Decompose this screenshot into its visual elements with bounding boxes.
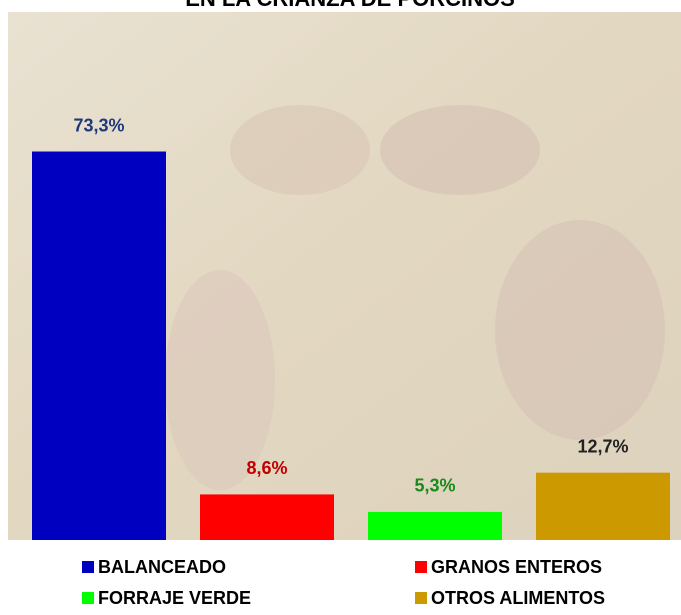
photo-shape — [165, 270, 275, 490]
legend-swatch — [415, 561, 427, 573]
bar — [368, 512, 502, 540]
legend-label: OTROS ALIMENTOS — [431, 588, 605, 608]
bar — [536, 473, 670, 540]
legend-label: GRANOS ENTEROS — [431, 557, 602, 577]
bar — [32, 152, 166, 540]
chart: EN LA CRIANZA DE PORCINOS 73,3% BALANCEAD… — [0, 0, 681, 610]
photo-shape — [380, 105, 540, 195]
legend-swatch — [415, 592, 427, 604]
chart-title: EN LA CRIANZA DE PORCINOS — [185, 0, 515, 11]
value-label: 12,7% — [577, 436, 628, 456]
photo-shape — [495, 220, 665, 440]
legend-label: FORRAJE VERDE — [98, 588, 251, 608]
value-label: 5,3% — [414, 476, 455, 496]
legend-label: BALANCEADO — [98, 557, 226, 577]
value-label: 73,3% — [73, 115, 124, 135]
photo-shape — [230, 105, 370, 195]
value-label: 8,6% — [246, 458, 287, 478]
bar — [200, 494, 334, 540]
legend-swatch — [82, 592, 94, 604]
page: {"chart_data": {"type": "bar", "title": … — [0, 0, 681, 610]
legend-swatch — [82, 561, 94, 573]
